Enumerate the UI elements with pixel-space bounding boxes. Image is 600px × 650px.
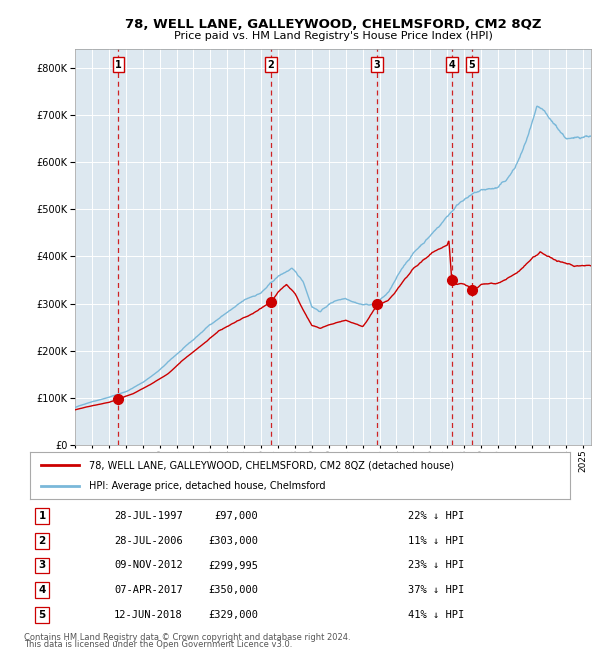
Text: 1: 1	[38, 511, 46, 521]
Text: 23% ↓ HPI: 23% ↓ HPI	[408, 560, 464, 571]
Text: 2: 2	[268, 60, 274, 70]
Text: Price paid vs. HM Land Registry's House Price Index (HPI): Price paid vs. HM Land Registry's House …	[173, 31, 493, 42]
Text: 07-APR-2017: 07-APR-2017	[114, 585, 183, 595]
Text: £299,995: £299,995	[208, 560, 258, 571]
Text: 5: 5	[469, 60, 475, 70]
Text: 4: 4	[38, 585, 46, 595]
Text: HPI: Average price, detached house, Chelmsford: HPI: Average price, detached house, Chel…	[89, 481, 326, 491]
Text: 78, WELL LANE, GALLEYWOOD, CHELMSFORD, CM2 8QZ: 78, WELL LANE, GALLEYWOOD, CHELMSFORD, C…	[125, 18, 541, 31]
Text: 2: 2	[38, 536, 46, 546]
Text: 11% ↓ HPI: 11% ↓ HPI	[408, 536, 464, 546]
Text: £350,000: £350,000	[208, 585, 258, 595]
Text: £97,000: £97,000	[214, 511, 258, 521]
Text: 22% ↓ HPI: 22% ↓ HPI	[408, 511, 464, 521]
Text: 5: 5	[38, 610, 46, 620]
Text: 78, WELL LANE, GALLEYWOOD, CHELMSFORD, CM2 8QZ (detached house): 78, WELL LANE, GALLEYWOOD, CHELMSFORD, C…	[89, 460, 454, 470]
Text: 41% ↓ HPI: 41% ↓ HPI	[408, 610, 464, 620]
Text: 12-JUN-2018: 12-JUN-2018	[114, 610, 183, 620]
Text: 37% ↓ HPI: 37% ↓ HPI	[408, 585, 464, 595]
Text: Contains HM Land Registry data © Crown copyright and database right 2024.: Contains HM Land Registry data © Crown c…	[24, 632, 350, 642]
Text: 28-JUL-1997: 28-JUL-1997	[114, 511, 183, 521]
Text: £329,000: £329,000	[208, 610, 258, 620]
Text: 3: 3	[374, 60, 380, 70]
Text: 1: 1	[115, 60, 122, 70]
Text: 3: 3	[38, 560, 46, 571]
Text: This data is licensed under the Open Government Licence v3.0.: This data is licensed under the Open Gov…	[24, 640, 292, 649]
Text: 4: 4	[448, 60, 455, 70]
Text: 09-NOV-2012: 09-NOV-2012	[114, 560, 183, 571]
Text: £303,000: £303,000	[208, 536, 258, 546]
Text: 28-JUL-2006: 28-JUL-2006	[114, 536, 183, 546]
